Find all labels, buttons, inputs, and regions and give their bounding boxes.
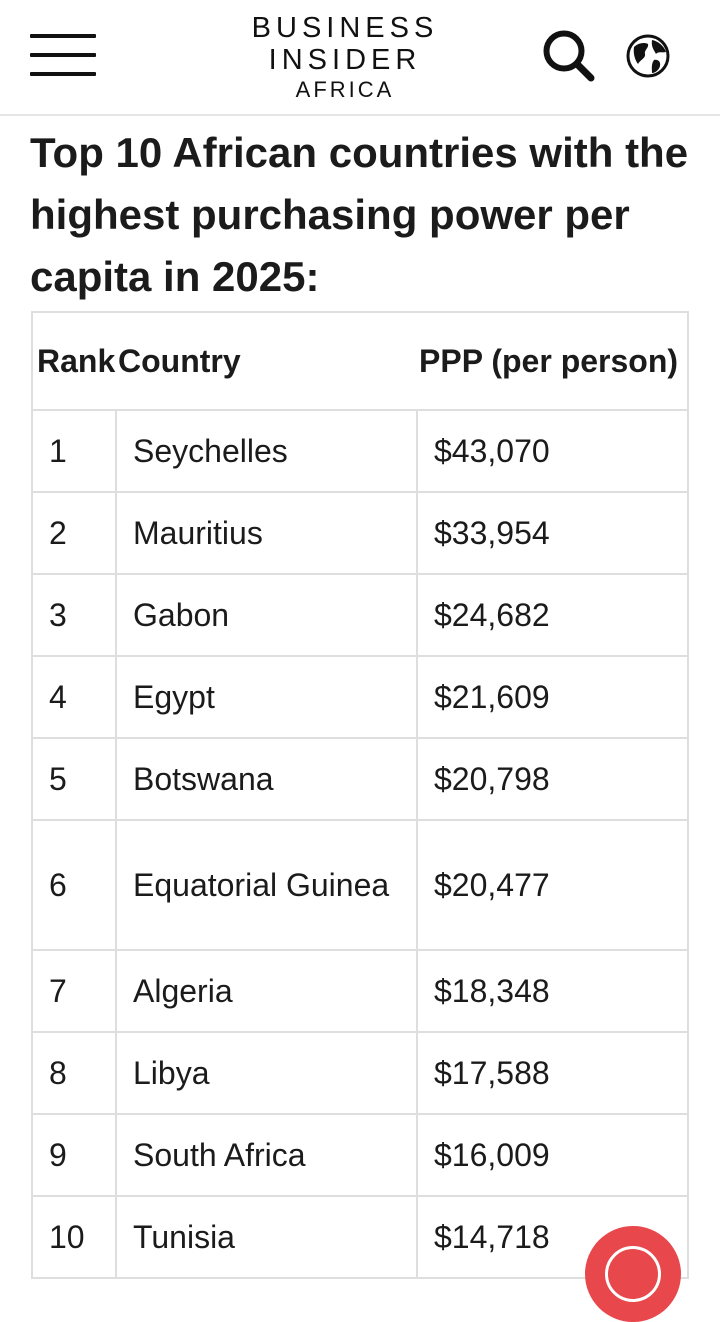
country-cell: Egypt	[115, 655, 418, 739]
column-header-ppp: PPP (per person)	[417, 311, 689, 411]
rank-cell: 8	[31, 1031, 117, 1115]
search-icon[interactable]	[540, 28, 600, 84]
column-header-rank: Rank	[31, 311, 116, 411]
ppp-table: Rank Country PPP (per person) 1 Seychell…	[31, 311, 689, 1279]
article-headline: Top 10 African countries with the highes…	[30, 129, 689, 300]
rank-cell: 5	[31, 737, 117, 821]
logo-line-insider: INSIDER	[268, 44, 422, 76]
table-row: 8 Libya $17,588	[31, 1031, 689, 1115]
country-cell: Gabon	[115, 573, 418, 657]
logo-line-business: BUSINESS	[251, 12, 439, 44]
site-header: BUSINESS INSIDER AFRICA	[0, 0, 720, 116]
rank-cell: 3	[31, 573, 117, 657]
country-cell: Equatorial Guinea	[115, 819, 418, 951]
rank-cell: 4	[31, 655, 117, 739]
hamburger-menu-icon[interactable]	[30, 34, 96, 78]
ppp-cell: $18,348	[416, 949, 689, 1033]
table-row: 4 Egypt $21,609	[31, 655, 689, 739]
ppp-cell: $21,609	[416, 655, 689, 739]
table-row: 9 South Africa $16,009	[31, 1113, 689, 1197]
red-round-button[interactable]	[585, 1226, 681, 1322]
country-cell: Seychelles	[115, 409, 418, 493]
rank-cell: 2	[31, 491, 117, 575]
logo-line-africa: AFRICA	[295, 77, 395, 102]
country-cell: Mauritius	[115, 491, 418, 575]
ppp-cell: $20,477	[416, 819, 689, 951]
site-logo[interactable]: BUSINESS INSIDER AFRICA	[230, 12, 460, 104]
table-row: 5 Botswana $20,798	[31, 737, 689, 821]
country-cell: Algeria	[115, 949, 418, 1033]
ppp-cell: $43,070	[416, 409, 689, 493]
ppp-cell: $16,009	[416, 1113, 689, 1197]
table-row: 1 Seychelles $43,070	[31, 409, 689, 493]
column-header-country: Country	[116, 311, 417, 411]
table-header-row: Rank Country PPP (per person)	[31, 311, 689, 411]
ppp-cell: $17,588	[416, 1031, 689, 1115]
globe-icon[interactable]	[624, 32, 672, 80]
rank-cell: 1	[31, 409, 117, 493]
table-row: 7 Algeria $18,348	[31, 949, 689, 1033]
table-row: 6 Equatorial Guinea $20,477	[31, 819, 689, 951]
ppp-cell: $20,798	[416, 737, 689, 821]
button-ring-icon	[605, 1246, 661, 1302]
country-cell: Botswana	[115, 737, 418, 821]
country-cell: Libya	[115, 1031, 418, 1115]
ppp-cell: $24,682	[416, 573, 689, 657]
country-cell: Tunisia	[115, 1195, 418, 1279]
rank-cell: 10	[31, 1195, 117, 1279]
country-cell: South Africa	[115, 1113, 418, 1197]
table-row: 2 Mauritius $33,954	[31, 491, 689, 575]
rank-cell: 9	[31, 1113, 117, 1197]
ppp-cell: $33,954	[416, 491, 689, 575]
rank-cell: 6	[31, 819, 117, 951]
rank-cell: 7	[31, 949, 117, 1033]
table-row: 3 Gabon $24,682	[31, 573, 689, 657]
